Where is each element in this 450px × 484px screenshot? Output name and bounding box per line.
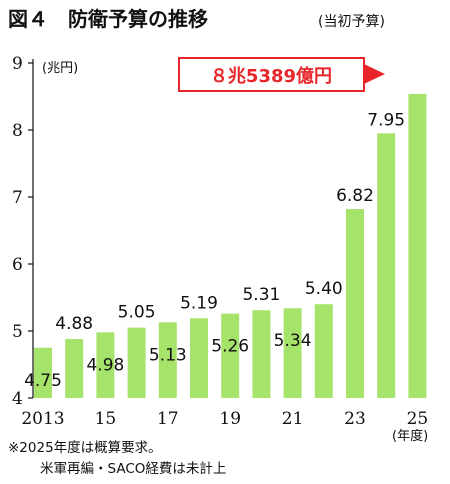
value-label-18: 5.19: [180, 293, 218, 313]
value-label-16: 5.05: [118, 303, 156, 323]
bar-2013: [34, 347, 52, 398]
x-tick-label: 21: [282, 409, 304, 429]
y-tick-label: 5: [12, 322, 23, 342]
x-axis-unit: (年度): [392, 428, 428, 444]
bar-14: [65, 339, 84, 398]
chart-subtitle: (当初予算): [318, 13, 385, 30]
bar-23: [346, 209, 364, 398]
callout-border: [178, 57, 365, 92]
footnote-2: 米軍再編・SACO経費は未計上: [40, 461, 226, 477]
bar-25: [408, 93, 427, 398]
value-label-19: 5.26: [211, 337, 249, 357]
x-tick-label: 19: [219, 409, 241, 429]
bar-21: [283, 308, 302, 398]
bar-17: [158, 322, 177, 398]
bar-22: [314, 304, 333, 398]
bar-15: [96, 332, 115, 398]
bar-16: [127, 327, 146, 398]
bar-24: [377, 133, 396, 398]
value-label-17: 5.13: [149, 345, 187, 365]
y-tick-label: 9: [12, 54, 23, 74]
bar-18: [190, 318, 208, 398]
value-label-20: 5.31: [242, 285, 280, 305]
y-tick-label: 4: [12, 389, 23, 409]
value-label-21: 5.34: [274, 331, 312, 351]
value-label-2013: 4.75: [24, 371, 62, 391]
x-tick-label: 17: [157, 409, 179, 429]
x-tick-label: 25: [407, 409, 429, 429]
bars-layer: [34, 93, 427, 398]
x-tick-label: 2013: [21, 409, 64, 429]
value-label-15: 4.98: [86, 355, 124, 375]
value-label-22: 5.40: [305, 279, 343, 299]
y-tick-label: 6: [12, 255, 23, 275]
x-tick-label: 15: [95, 409, 117, 429]
value-labels-layer: 4.75 4.88 4.98 5.05 5.13 5.19 5.26 5.31 5.34 5.40…: [24, 110, 405, 390]
y-axis-unit: (兆円): [42, 61, 78, 76]
footnote-1: ※2025年度は概算要求。: [8, 440, 162, 456]
callout-text: ８兆5389億円: [210, 65, 332, 87]
callout-box: ８兆5389億円: [178, 57, 385, 92]
x-tick-label: 23: [344, 409, 366, 429]
value-label-24: 7.95: [367, 110, 405, 130]
y-tick-label: 7: [12, 188, 23, 208]
ticks-layer: 4 5 6 7 8 9 2013 15 17 19 21 23 25: [12, 54, 428, 429]
value-label-14: 4.88: [55, 314, 93, 334]
bar-19: [221, 313, 240, 398]
chart-title: 図４ 防衛予算の推移: [8, 7, 208, 31]
callout-arrow: [364, 64, 385, 84]
bar-20: [252, 310, 271, 398]
value-label-23: 6.82: [336, 186, 374, 206]
y-tick-label: 8: [12, 121, 23, 141]
